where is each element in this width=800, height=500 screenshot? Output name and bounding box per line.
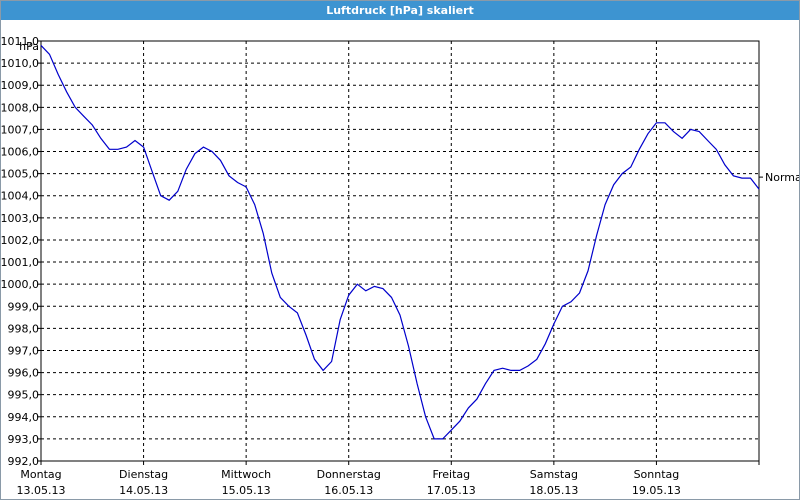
x-tick-date-label: 18.05.13 — [529, 484, 578, 497]
x-tick-day-label: Montag — [20, 468, 61, 481]
window-title: Luftdruck [hPa] skaliert — [1, 1, 799, 20]
y-tick-label: 1001,0 — [1, 256, 39, 269]
x-tick-day-label: Donnerstag — [317, 468, 381, 481]
y-tick-label: 1002,0 — [1, 234, 39, 247]
plot-area — [40, 40, 760, 462]
y-tick-label: 1007,0 — [1, 123, 39, 136]
x-tick-date-label: 16.05.13 — [324, 484, 373, 497]
y-tick-label: 995,0 — [8, 389, 40, 402]
y-tick-label: 1000,0 — [1, 278, 39, 291]
y-tick-label: 1011,0 — [1, 35, 39, 48]
y-tick-label: 1003,0 — [1, 212, 39, 225]
x-tick-day-label: Freitag — [432, 468, 470, 481]
grid-lines — [41, 41, 759, 461]
y-tick-label: 1010,0 — [1, 57, 39, 70]
y-tick-label: 997,0 — [8, 344, 40, 357]
x-tick-date-label: 13.05.13 — [17, 484, 66, 497]
x-tick-date-label: 15.05.13 — [222, 484, 271, 497]
y-tick-label: 1009,0 — [1, 79, 39, 92]
y-tick-label: 994,0 — [8, 411, 40, 424]
y-tick-label: 998,0 — [8, 322, 40, 335]
x-tick-day-label: Sonntag — [634, 468, 680, 481]
x-axis: Montag 13.05.13 Dienstag 14.05.13 Mittwoch 15… — [17, 461, 760, 497]
y-tick-label: 996,0 — [8, 367, 40, 380]
y-tick-label: 992,0 — [8, 455, 40, 468]
y-tick-label: 1006,0 — [1, 146, 39, 159]
normal-label: Normal — [765, 171, 799, 184]
y-axis: 1011,0 1010,0 1009,0 1008,0 1007,0 1006,0 1005… — [1, 35, 41, 468]
y-tick-label: 1008,0 — [1, 101, 39, 114]
y-tick-label: 1005,0 — [1, 168, 39, 181]
x-tick-day-label: Samstag — [530, 468, 578, 481]
y-axis-label: hPa — [19, 40, 39, 53]
pressure-series-line — [40, 44, 760, 440]
y-tick-label: 993,0 — [8, 433, 40, 446]
x-tick-date-label: 14.05.13 — [119, 484, 168, 497]
y-tick-label: 999,0 — [8, 300, 40, 313]
x-tick-date-label: 17.05.13 — [427, 484, 476, 497]
x-tick-day-label: Dienstag — [119, 468, 168, 481]
x-tick-date-label: 19.05.13 — [632, 484, 681, 497]
y-tick-label: 1004,0 — [1, 190, 39, 203]
x-tick-day-label: Mittwoch — [221, 468, 271, 481]
